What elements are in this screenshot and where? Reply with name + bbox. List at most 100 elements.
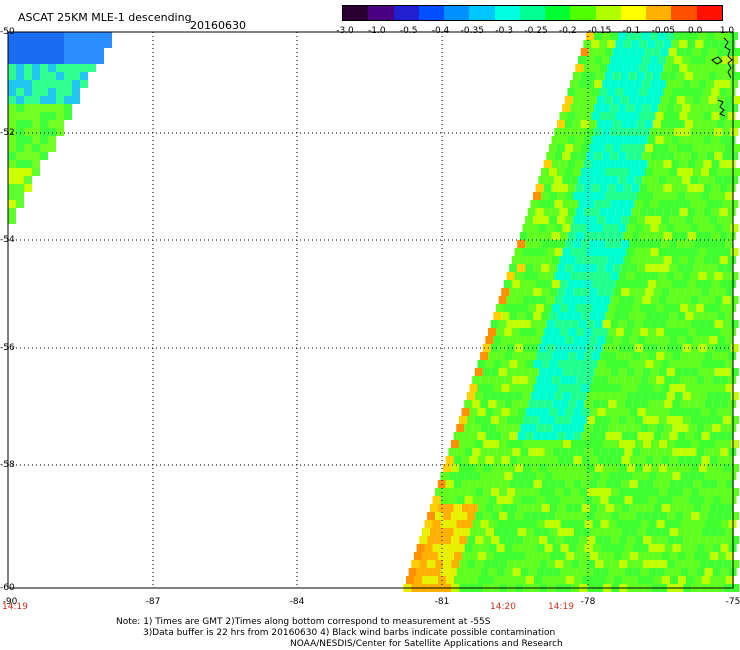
swath-cell [639, 280, 648, 288]
swath-cell [24, 80, 32, 88]
swath-cell [608, 496, 617, 504]
swath-cell [575, 64, 584, 72]
swath-cell [485, 336, 494, 344]
swath-cell [104, 32, 112, 40]
swath-cell [642, 128, 651, 136]
swath-cell [522, 272, 531, 280]
swath-cell [698, 56, 707, 64]
swath-cell [683, 464, 692, 472]
swath-cell [498, 368, 507, 376]
swath-cell [663, 112, 672, 120]
swath-cell [687, 208, 696, 216]
swath-cell [604, 168, 613, 176]
swath-cell [591, 280, 600, 288]
swath-cell [642, 392, 651, 400]
swath-cell [690, 320, 699, 328]
swath-cell [675, 560, 684, 568]
swath-cell [711, 40, 720, 48]
swath-cell [717, 312, 726, 320]
swath-cell [477, 480, 486, 488]
swath-cell [597, 576, 606, 584]
swath-cell [711, 256, 720, 264]
swath-cell [581, 240, 590, 248]
swath-cell [32, 56, 40, 64]
swath-cell [480, 568, 489, 576]
swath-cell [652, 72, 661, 80]
swath-cell [565, 504, 574, 512]
swath-cell [461, 576, 470, 584]
swath-cell [664, 472, 673, 480]
swath-cell [682, 368, 691, 376]
swath-cell [498, 416, 507, 424]
swath-cell [607, 256, 616, 264]
swath-cell [562, 296, 571, 304]
swath-cell [645, 192, 654, 200]
swath-cell [557, 216, 566, 224]
swath-cell [690, 80, 699, 88]
swath-cell [16, 80, 24, 88]
swath-cell [632, 544, 641, 552]
swath-cell [644, 96, 653, 104]
colorbar-swatch [343, 6, 369, 20]
swath-cell [570, 176, 579, 184]
swath-cell [695, 208, 704, 216]
swath-cell [501, 480, 510, 488]
swath-cell [600, 400, 609, 408]
swath-cell [501, 456, 510, 464]
swath-cell [531, 560, 540, 568]
swath-cell [8, 168, 16, 176]
swath-cell [560, 496, 569, 504]
swath-cell [435, 536, 444, 544]
swath-cell [594, 176, 603, 184]
swath-cell [568, 328, 577, 336]
swath-cell [576, 520, 585, 528]
swath-cell [515, 488, 524, 496]
swath-cell [445, 480, 454, 488]
swath-cell [461, 456, 470, 464]
swath-cell [676, 96, 685, 104]
swath-cell [563, 488, 572, 496]
swath-cell [594, 32, 602, 40]
swath-cell [8, 32, 16, 40]
swath-cell [637, 576, 646, 584]
swath-cell [581, 456, 590, 464]
swath-cell [642, 104, 651, 112]
swath-cell [693, 216, 702, 224]
swath-cell [602, 152, 611, 160]
swath-cell [664, 400, 673, 408]
swath-cell [717, 528, 726, 536]
swath-cell [706, 80, 715, 88]
swath-cell [658, 320, 667, 328]
swath-cell [647, 64, 656, 72]
swath-cell [540, 168, 549, 176]
swath-cell [517, 288, 526, 296]
swath-cell [687, 160, 696, 168]
swath-cell [653, 576, 662, 584]
swath-cell [96, 48, 104, 56]
swath-cell [464, 424, 473, 432]
swath-cell [660, 96, 669, 104]
swath-cell [639, 136, 648, 144]
swath-cell [696, 424, 705, 432]
swath-cell [512, 424, 521, 432]
swath-cell [493, 504, 502, 512]
swath-cell [496, 568, 505, 576]
swath-cell [647, 40, 656, 48]
map-date: 20160630 [190, 19, 246, 32]
swath-cell [716, 48, 725, 56]
swath-cell [623, 112, 632, 120]
swath-cell [656, 376, 665, 384]
swath-cell [517, 240, 526, 248]
swath-cell [525, 456, 534, 464]
swath-cell [591, 64, 600, 72]
swath-cell [660, 48, 669, 56]
swath-cell [493, 336, 502, 344]
swath-cell [546, 248, 555, 256]
swath-cell [530, 392, 539, 400]
swath-cell [635, 464, 644, 472]
swath-cell [656, 520, 665, 528]
swath-cell [435, 488, 444, 496]
swath-cell [668, 72, 677, 80]
swath-cell [477, 576, 486, 584]
swath-cell [554, 296, 563, 304]
